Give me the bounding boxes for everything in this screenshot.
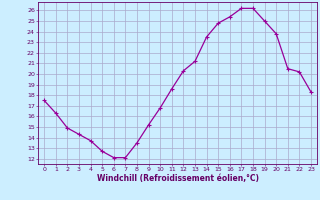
X-axis label: Windchill (Refroidissement éolien,°C): Windchill (Refroidissement éolien,°C) <box>97 174 259 183</box>
